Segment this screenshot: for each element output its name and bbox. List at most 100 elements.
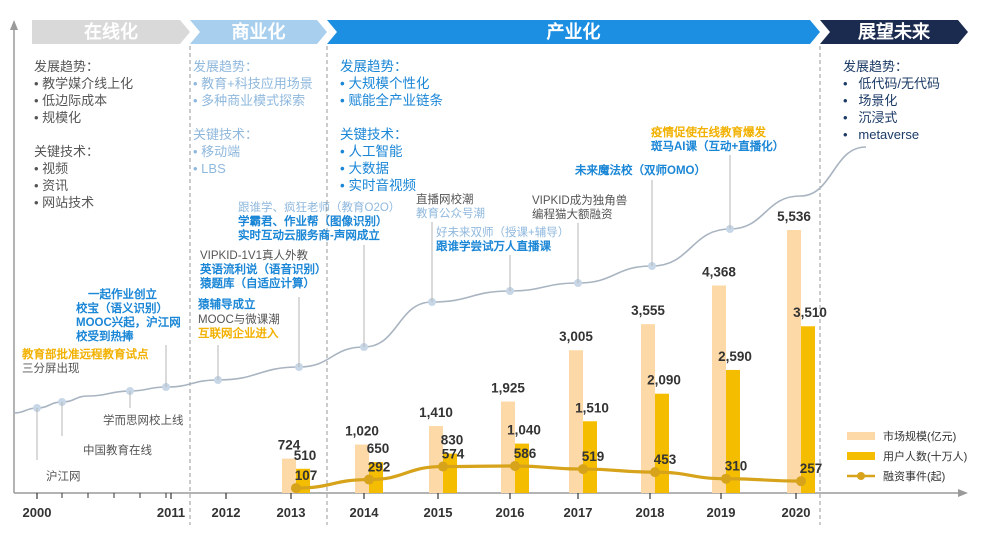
x-tick-label: 2015 [424,505,453,520]
label-users-2020: 3,510 [793,305,827,320]
bar-users-2017 [583,421,597,493]
event-image-recognition: 学霸君、作业帮（图像识别） [238,216,388,228]
phase-banner-3 [820,20,968,44]
event-o2o: 跟谁学、疯狂老师（教育O2O） [238,202,401,214]
phase-notes-online: 发展趋势： • 教学媒介线上化 • 低边际成本 • 规模化 关键技术： • 视频 • 资讯… [34,58,133,211]
event-gsx-live: 跟谁学尝试万人直播课 [436,241,551,253]
industrial-note-line: • 人工智能 [340,144,403,159]
future-note-line: 发展趋势： [843,59,909,74]
event-yiqizuoye: 一起作业创立 [88,289,157,301]
phase-notes-industrial: 发展趋势： • 大规模个性化 • 赋能全产业链条 关键技术： • 人工智能 • 大数据 •… [340,58,443,194]
funding-point-2013 [291,483,301,494]
event-hujiang: 沪江网 [46,471,81,483]
bar-users-2019 [726,369,740,493]
bar-market-2016 [501,401,515,493]
event-mooc-microclass: MOOC与微课潮 [198,314,280,326]
label-market-2016: 1,925 [491,381,525,396]
event-vipkid-unicorn: VIPKID成为独角兽 [532,195,628,207]
online-note-line: • 网站技术 [34,195,95,210]
x-tick-label: 2012 [212,505,241,520]
bar-market-2020 [787,230,801,493]
trend-curve [13,146,867,414]
online-note-line: • 视频 [34,161,69,176]
funding-point-2016 [510,461,520,471]
event-xiao-popular: 校受到热捧 [76,331,134,343]
event-future-magic: 未来魔法校（双师OMO） [575,165,706,177]
event-china-edu-online: 中国教育在线 [83,445,152,457]
legend-point-funding [857,472,865,480]
bar-market-2019 [712,285,726,493]
event-internet-enter: 互联网企业进入 [198,328,279,340]
bar-users-2014 [369,462,383,493]
commercial-note-line: • 教育+科技应用场景 [193,76,313,91]
x-tick-label: 2013 [277,505,306,520]
legend-swatch-users [847,452,875,460]
phase-banner-2 [327,20,820,44]
label-funding-2018: 453 [654,452,677,467]
label-market-2015: 1,410 [419,405,453,420]
label-users-2014: 650 [367,441,390,456]
label-users-2016: 1,040 [507,423,541,438]
industrial-note-line: • 实时音视频 [340,178,416,193]
commercial-note-line: • 多种商业模式探索 [193,93,306,108]
industrial-note-line: 关键技术： [340,127,408,142]
bar-users-2018 [655,393,669,493]
label-market-2018: 3,555 [631,303,665,318]
event-yuantiku: 猿题库（自适应计算） [200,278,315,290]
x-axis-arrow [958,489,968,497]
online-note-line: • 低边际成本 [34,93,108,108]
event-yuanfudao: 猿辅导成立 [198,299,256,311]
label-funding-2020: 257 [800,461,823,476]
bar-market-2015 [429,426,443,493]
label-funding-2019: 310 [725,459,748,474]
future-note-line: • metaverse [843,127,920,142]
x-tick-label: 2014 [350,505,380,520]
event-moe-pilot: 教育部批准远程教育试点 [22,349,149,361]
phase-label-1: 商业化 [232,21,286,42]
commercial-note-line: • LBS [193,161,226,176]
label-funding-2013: 107 [295,468,318,483]
online-note-line: • 规模化 [34,110,82,125]
x-tick-label: 2018 [636,505,665,520]
bar-market-2017 [569,350,583,493]
online-note-line [34,126,133,143]
funding-point-2014 [364,474,374,485]
event-tal-dual-teacher: 好未来双师（授课+辅导） [436,227,570,239]
label-users-2015: 830 [441,433,464,448]
label-users-2017: 1,510 [575,400,609,415]
label-market-2013: 724 [278,438,301,453]
label-market-2014: 1,020 [345,424,379,439]
funding-point-2019 [721,473,731,484]
phase-notes-future: 发展趋势： • 低代码/无代码 • 场景化 • 沉浸式 • metaverse [843,58,940,143]
industrial-note-line: • 大数据 [340,161,389,176]
phase-label-0: 在线化 [84,21,138,42]
x-tick-label: 2016 [496,505,525,520]
event-agora: 实时互动云服务商-声网成立 [238,230,380,242]
online-note-line: 发展趋势： [34,59,100,74]
legend-label-funding: 融资事件(起) [883,470,945,483]
phase-banner-0 [32,20,190,44]
bar-market-2013 [282,458,296,493]
label-funding-2015: 574 [442,447,465,462]
event-liulishuo: 英语流利说（语音识别） [200,264,327,276]
event-xueersi: 学而思网校上线 [103,415,184,427]
commercial-note-line: • 移动端 [193,144,241,159]
online-note-line: 关键技术： [34,144,100,159]
x-tick-label: 2020 [782,505,811,520]
bar-users-2020 [801,326,815,493]
label-users-2019: 2,590 [718,349,752,364]
event-live-school: 直播网校潮 [416,194,474,206]
label-market-2020: 5,536 [777,209,811,224]
industrial-note-line: 发展趋势： [340,59,408,74]
industrial-note-line [340,109,443,126]
label-users-2013: 510 [294,448,317,463]
legend-swatch-market [847,432,875,440]
funding-point-2020 [796,476,806,487]
funding-point-2018 [650,467,660,478]
label-funding-2016: 586 [514,446,537,461]
event-edu-wechat: 教育公众号潮 [416,208,485,220]
legend-label-users: 用户人数(十万人) [883,449,967,463]
label-funding-2017: 519 [582,449,605,464]
funding-point-2015 [438,461,448,472]
